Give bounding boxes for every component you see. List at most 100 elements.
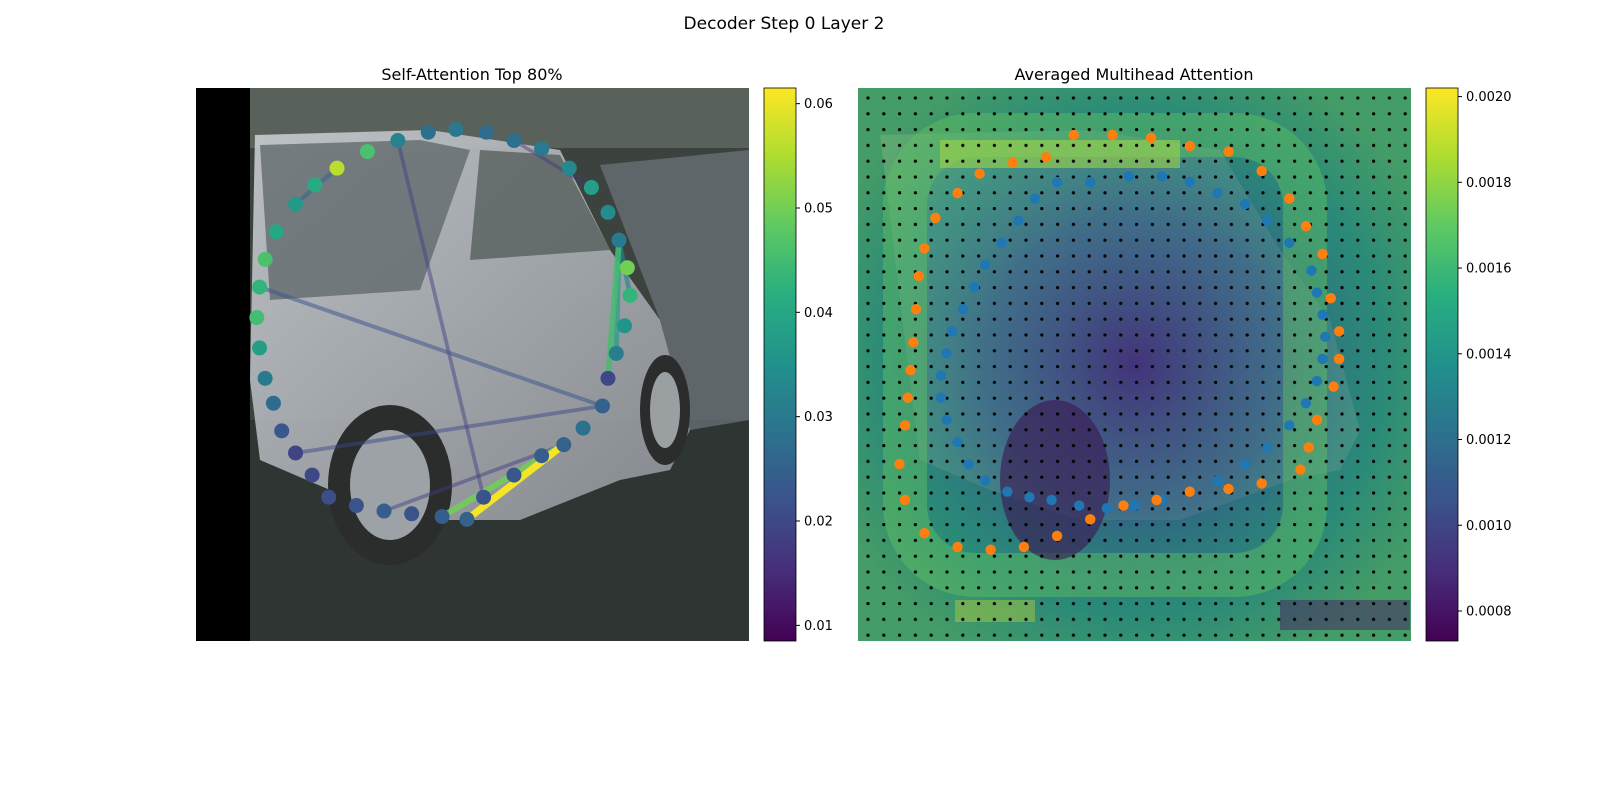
boundary-point xyxy=(1223,146,1234,157)
attention-point xyxy=(249,309,265,325)
boundary-point xyxy=(941,348,952,359)
boundary-point xyxy=(1123,171,1135,182)
boundary-point xyxy=(1311,414,1323,425)
colorbar-tick-label: 0.0012 xyxy=(1466,433,1512,448)
boundary-point xyxy=(930,212,941,224)
boundary-point xyxy=(1300,221,1312,232)
boundary-point xyxy=(1029,193,1041,204)
boundary-point xyxy=(952,541,963,553)
attention-point xyxy=(561,160,577,176)
attention-point xyxy=(257,370,273,386)
attention-line xyxy=(293,404,605,455)
colorbar-tick-label: 0.0020 xyxy=(1466,90,1512,105)
boundary-point xyxy=(1085,514,1096,525)
boundary-point xyxy=(905,364,916,376)
boundary-point xyxy=(1145,132,1157,143)
boundary-point xyxy=(1306,265,1317,276)
boundary-point xyxy=(1325,292,1337,304)
boundary-point xyxy=(1328,381,1339,392)
boundary-point xyxy=(985,544,996,555)
boundary-point xyxy=(1184,486,1196,497)
colorbar-tick-label: 0.0010 xyxy=(1466,519,1512,534)
attention-point xyxy=(611,232,627,248)
attention-point xyxy=(600,370,616,386)
self-attention-colorbar: 0.01 0.02 0.03 0.04 0.05 0.06 xyxy=(763,87,833,642)
boundary-point xyxy=(1051,176,1063,188)
self-attention-title: Self-Attention Top 80% xyxy=(381,65,562,84)
boundary-point xyxy=(1295,464,1306,475)
boundary-point xyxy=(1013,215,1024,226)
attention-point xyxy=(288,196,304,212)
boundary-point xyxy=(952,187,963,199)
attention-point xyxy=(348,498,364,514)
boundary-point xyxy=(913,270,925,282)
attention-point xyxy=(252,279,268,295)
multihead-attention-title: Averaged Multihead Attention xyxy=(1015,65,1254,84)
boundary-point xyxy=(1118,500,1129,511)
boundary-point xyxy=(1239,458,1251,470)
boundary-point xyxy=(1303,442,1314,453)
boundary-point xyxy=(919,243,930,254)
boundary-point xyxy=(946,326,958,337)
boundary-point xyxy=(902,392,913,403)
car-photo-background xyxy=(196,88,749,641)
boundary-point xyxy=(894,458,905,470)
boundary-point xyxy=(919,527,930,539)
attention-point xyxy=(622,287,638,303)
attention-point xyxy=(556,437,572,453)
self-attention-colorbar-ticks: 0.01 0.02 0.03 0.04 0.05 0.06 xyxy=(796,97,833,634)
boundary-point xyxy=(1311,287,1323,298)
boundary-point xyxy=(963,458,974,470)
boundary-point xyxy=(1333,353,1345,365)
multihead-attention-colorbar: 0.0008 0.0010 0.0012 0.0014 0.0016 0.0018 0.00… xyxy=(1425,87,1512,642)
attention-point xyxy=(329,160,345,176)
boundary-point xyxy=(1151,494,1162,506)
attention-point xyxy=(534,141,550,157)
boundary-point xyxy=(1256,165,1267,177)
colorbar-tick-label: 0.06 xyxy=(804,97,833,112)
boundary-point xyxy=(979,475,991,486)
boundary-point xyxy=(1007,157,1019,168)
attention-point xyxy=(288,445,304,461)
boundary-point xyxy=(1239,198,1251,210)
boundary-point xyxy=(1018,541,1030,553)
boundary-point xyxy=(1284,237,1295,249)
boundary-point xyxy=(1317,309,1328,320)
attention-point xyxy=(478,124,494,140)
boundary-point xyxy=(1256,478,1267,489)
attention-point xyxy=(376,503,392,519)
colorbar-tick-label: 0.02 xyxy=(804,515,833,530)
boundary-point xyxy=(1074,500,1085,511)
attention-point xyxy=(420,124,436,140)
attention-point xyxy=(307,177,323,193)
colorbar-tick-label: 0.03 xyxy=(804,410,833,425)
boundary-point xyxy=(1046,494,1057,506)
boundary-point xyxy=(899,420,911,431)
attention-point xyxy=(506,467,522,483)
attention-line xyxy=(382,442,566,513)
attention-point xyxy=(534,448,550,464)
boundary-point xyxy=(968,281,980,293)
boundary-point xyxy=(1262,215,1273,226)
multihead-attention-panel: Averaged Multihead Attention 0.0008 0.001… xyxy=(858,65,1512,642)
boundary-point xyxy=(1051,530,1063,542)
boundary-point xyxy=(974,168,985,179)
boundary-point-series xyxy=(894,129,1345,555)
boundary-point xyxy=(935,370,947,381)
attention-point xyxy=(359,144,375,160)
attention-points xyxy=(249,121,638,527)
boundary-point xyxy=(1320,331,1331,343)
boundary-point xyxy=(1284,420,1295,431)
colorbar-tick-label: 0.0018 xyxy=(1466,176,1512,191)
boundary-point xyxy=(996,237,1007,249)
boundary-point xyxy=(1040,151,1052,163)
attention-point xyxy=(274,423,290,439)
boundary-point xyxy=(908,337,919,348)
boundary-point xyxy=(935,392,947,403)
attention-point xyxy=(600,204,616,220)
attention-line xyxy=(395,138,486,500)
boundary-point xyxy=(957,304,969,315)
boundary-point xyxy=(1284,193,1295,204)
attention-point xyxy=(304,467,320,483)
boundary-point xyxy=(1085,176,1096,188)
